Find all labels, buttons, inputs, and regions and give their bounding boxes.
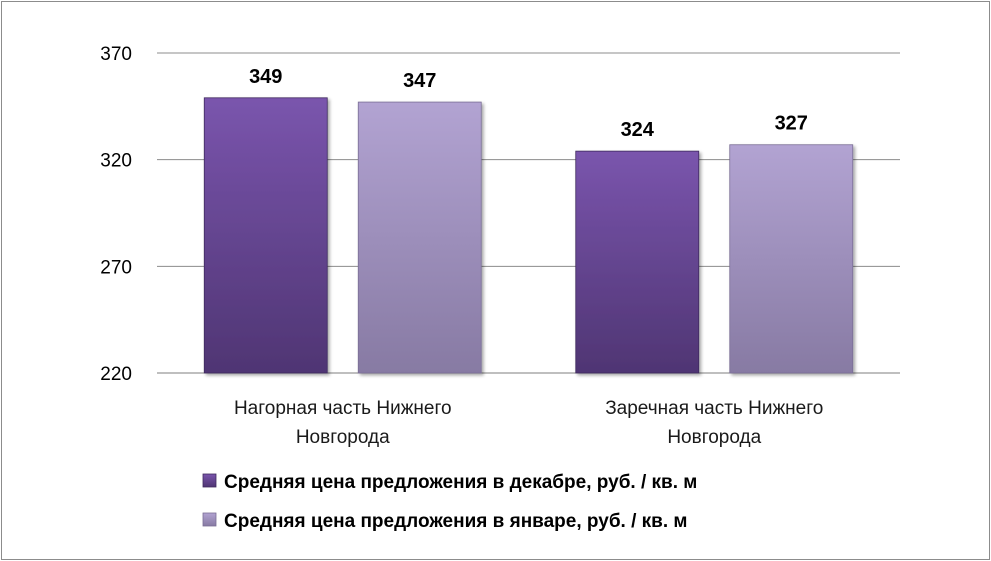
y-tick-label: 220 <box>100 364 132 385</box>
data-label: 349 <box>249 66 282 88</box>
x-category-label: Заречная часть Нижнего <box>605 398 823 419</box>
data-label: 347 <box>403 70 436 92</box>
bar-series-1-cat-0 <box>357 101 482 374</box>
bar-series-0-cat-0 <box>203 97 328 374</box>
x-axis-categories: Нагорная часть Нижнего Новгорода Заречная … <box>234 398 823 448</box>
bar-series-0-cat-1 <box>575 150 700 374</box>
legend: Средняя цена предложения в декабре, руб.… <box>202 472 697 532</box>
data-labels: 349 347 324 327 <box>249 66 808 141</box>
y-axis-ticks: 220 270 320 370 <box>100 44 132 385</box>
x-category-label: Новгорода <box>296 427 390 448</box>
legend-swatch <box>202 512 217 527</box>
y-tick-label: 370 <box>100 44 132 65</box>
legend-label: Средняя цена предложения в январе, руб. … <box>224 511 687 532</box>
data-label: 324 <box>621 119 655 141</box>
bars <box>203 97 854 374</box>
x-category-label: Новгорода <box>667 427 761 448</box>
legend-swatch <box>202 473 217 488</box>
legend-label: Средняя цена предложения в декабре, руб.… <box>224 472 697 493</box>
bar-series-1-cat-1 <box>729 144 854 374</box>
y-tick-label: 270 <box>100 257 132 278</box>
data-label: 327 <box>775 113 808 135</box>
y-tick-label: 320 <box>100 151 132 172</box>
x-category-label: Нагорная часть Нижнего <box>234 398 452 419</box>
